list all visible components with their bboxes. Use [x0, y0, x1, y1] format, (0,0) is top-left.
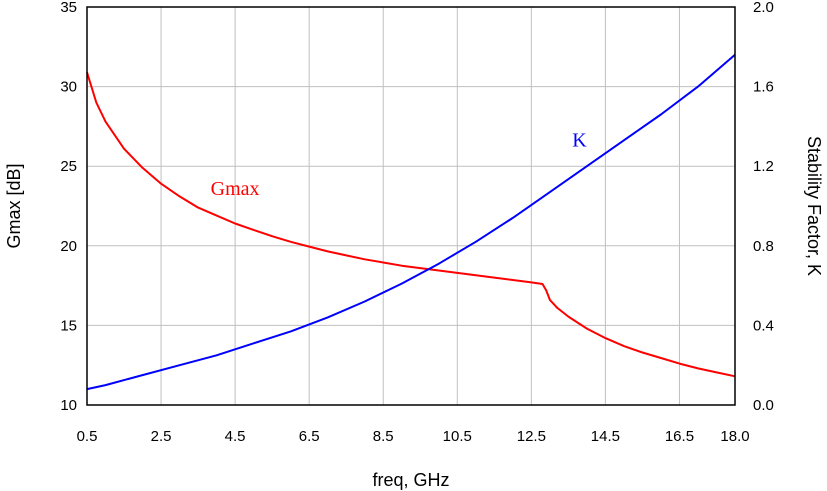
x-tick-label: 10.5 [443, 428, 472, 445]
x-tick-label: 8.5 [373, 428, 394, 445]
series-line-k [86, 54, 736, 391]
y-tick-label: 20 [60, 238, 77, 255]
x-axis-label: freq, GHz [372, 470, 449, 490]
y2-tick-label: 1.2 [753, 158, 774, 175]
x-tick-label: 18.0 [720, 428, 749, 445]
y2-tick-label: 0.4 [753, 317, 774, 334]
annotations: Gmax K [211, 129, 588, 200]
y-tick-label: 15 [60, 317, 77, 334]
y2-tick-label: 2.0 [753, 0, 774, 16]
x-axis-ticks: 0.5 2.5 4.5 6.5 8.5 10.5 12.5 14.5 16.5 18.0 [77, 428, 750, 445]
y2-tick-label: 0.8 [753, 238, 774, 255]
y-tick-label: 30 [60, 79, 77, 96]
x-tick-label: 2.5 [151, 428, 172, 445]
y2-tick-label: 0.0 [753, 397, 774, 414]
x-tick-label: 16.5 [665, 428, 694, 445]
series-label-gmax: Gmax [211, 178, 260, 200]
x-tick-label: 6.5 [299, 428, 320, 445]
y2-tick-label: 1.6 [753, 79, 774, 96]
y-axis-ticks: 10 15 20 25 30 35 [60, 0, 77, 414]
y2-axis-label: Stability Factor, K [804, 136, 824, 276]
series-group [86, 54, 736, 391]
x-tick-label: 14.5 [591, 428, 620, 445]
y-tick-label: 10 [60, 397, 77, 414]
x-tick-label: 4.5 [225, 428, 246, 445]
x-tick-label: 12.5 [517, 428, 546, 445]
y-tick-label: 35 [60, 0, 77, 16]
plot-frame [86, 6, 736, 406]
y-axis-label: Gmax [dB] [4, 163, 24, 248]
series-label-k: K [572, 129, 587, 151]
x-tick-label: 0.5 [77, 428, 98, 445]
y2-axis-ticks: 0.0 0.4 0.8 1.2 1.6 2.0 [753, 0, 774, 414]
y-tick-label: 25 [60, 158, 77, 175]
